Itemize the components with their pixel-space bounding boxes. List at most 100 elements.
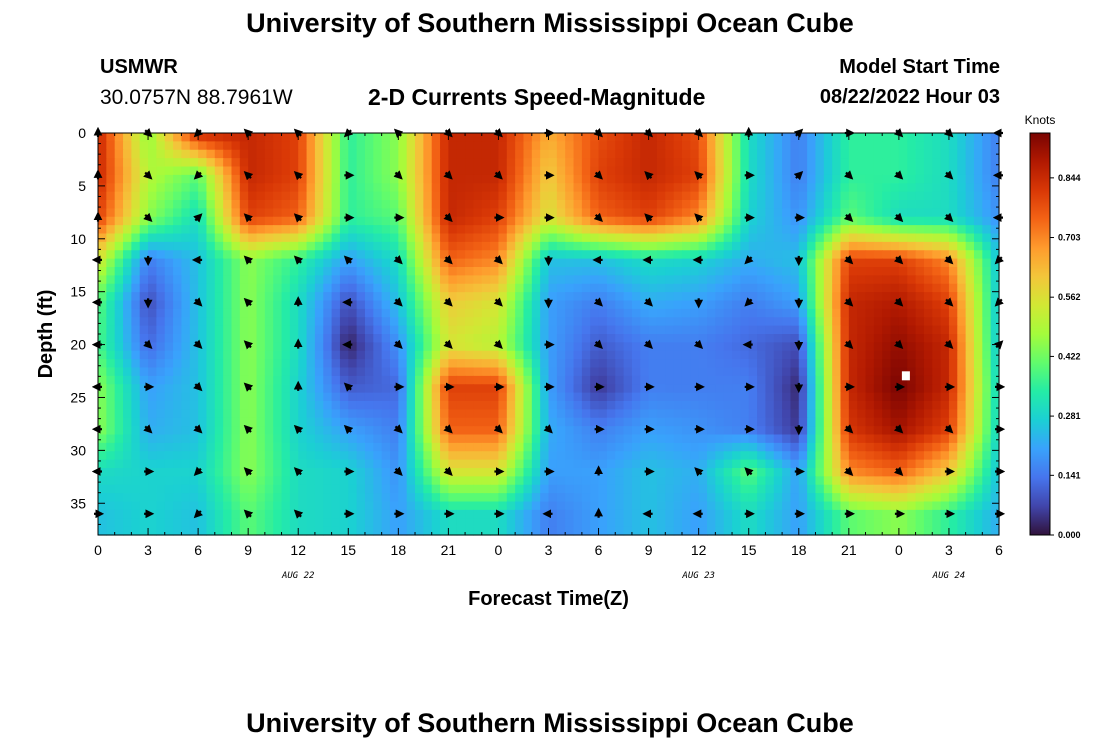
heatmap-cell [323, 325, 333, 335]
heatmap-cell [381, 451, 391, 461]
heatmap-cell [573, 392, 583, 402]
heatmap-cell [331, 325, 341, 335]
heatmap-cell [773, 292, 783, 302]
heatmap-cell [957, 476, 967, 486]
heatmap-cell [648, 275, 658, 285]
heatmap-cell [206, 342, 216, 352]
heatmap-cell [281, 401, 291, 410]
heatmap-cell [615, 367, 625, 377]
heatmap-cell [515, 200, 525, 209]
heatmap-cell [873, 375, 883, 385]
heatmap-cell [723, 350, 733, 360]
heatmap-cell [715, 283, 725, 293]
heatmap-cell [623, 468, 633, 477]
heatmap-cell [331, 417, 341, 427]
heatmap-cell [440, 133, 449, 142]
heatmap-cell [848, 183, 858, 193]
heatmap-cell [832, 493, 842, 503]
heatmap-cell [214, 292, 224, 302]
heatmap-cell [198, 342, 208, 352]
heatmap-cell [698, 342, 708, 352]
heatmap-cell [865, 434, 875, 444]
heatmap-cell [114, 518, 124, 528]
heatmap-cell [373, 451, 383, 461]
heatmap-cell [631, 225, 641, 235]
heatmap-cell [548, 250, 558, 260]
heatmap-cell [940, 133, 950, 142]
heatmap-cell [356, 501, 366, 511]
heatmap-cell [181, 166, 191, 176]
heatmap-cell [498, 367, 508, 377]
heatmap-cell [189, 409, 199, 419]
heatmap-cell [757, 166, 766, 176]
heatmap-cell [456, 216, 466, 226]
heatmap-cell [965, 484, 975, 494]
heatmap-cell [214, 325, 224, 335]
heatmap-cell [873, 350, 883, 360]
heatmap-cell [923, 183, 933, 193]
heatmap-cell [123, 367, 132, 377]
heatmap-cell [481, 342, 491, 352]
heatmap-cell [823, 275, 833, 285]
heatmap-cell [248, 493, 258, 503]
heatmap-cell [782, 308, 792, 318]
heatmap-cell [623, 300, 633, 310]
heatmap-cell [156, 367, 166, 377]
heatmap-cell [857, 493, 867, 503]
heatmap-cell [306, 258, 316, 268]
heatmap-cell [690, 267, 700, 276]
heatmap-cell [506, 225, 516, 235]
heatmap-cell [665, 451, 675, 461]
heatmap-cell [531, 334, 541, 343]
heatmap-cell [581, 149, 591, 159]
heatmap-cell [598, 442, 608, 452]
heatmap-cell [131, 434, 141, 444]
heatmap-cell [807, 158, 817, 168]
heatmap-cell [857, 468, 867, 477]
heatmap-cell [415, 426, 424, 436]
heatmap-cell [848, 426, 858, 436]
heatmap-cell [681, 300, 691, 310]
heatmap-cell [356, 233, 366, 243]
heatmap-cell [748, 141, 758, 151]
heatmap-cell [673, 308, 683, 318]
heatmap-cell [498, 233, 508, 243]
heatmap-cell [790, 350, 800, 360]
heatmap-cell [123, 417, 132, 427]
heatmap-cell [331, 250, 341, 260]
heatmap-cell [456, 501, 466, 511]
heatmap-cell [239, 442, 249, 452]
heatmap-cell [715, 275, 725, 285]
heatmap-cell [715, 509, 725, 519]
heatmap-cell [473, 401, 483, 410]
heatmap-cell [206, 468, 216, 477]
heatmap-cell [364, 133, 374, 142]
heatmap-cell [973, 283, 983, 293]
heatmap-cell [298, 350, 308, 360]
heatmap-cell [565, 250, 575, 260]
heatmap-cell [348, 359, 358, 369]
heatmap-cell [556, 417, 566, 427]
heatmap-cell [498, 317, 508, 327]
heatmap-cell [807, 451, 817, 461]
heatmap-cell [932, 233, 942, 243]
heatmap-cell [398, 367, 408, 377]
heatmap-cell [732, 183, 741, 193]
heatmap-cell [656, 233, 666, 243]
heatmap-cell [715, 317, 725, 327]
heatmap-cell [398, 409, 408, 419]
heatmap-cell [690, 476, 700, 486]
heatmap-cell [815, 250, 825, 260]
heatmap-cell [598, 334, 608, 343]
heatmap-cell [948, 158, 958, 168]
heatmap-cell [498, 300, 508, 310]
heatmap-cell [431, 267, 441, 276]
heatmap-cell [631, 149, 641, 159]
heatmap-cell [715, 342, 725, 352]
heatmap-cell [990, 350, 1000, 360]
heatmap-cell [223, 308, 233, 318]
heatmap-cell [114, 208, 124, 218]
heatmap-cell [456, 401, 466, 410]
heatmap-cell [982, 317, 992, 327]
heatmap-cell [323, 426, 333, 436]
